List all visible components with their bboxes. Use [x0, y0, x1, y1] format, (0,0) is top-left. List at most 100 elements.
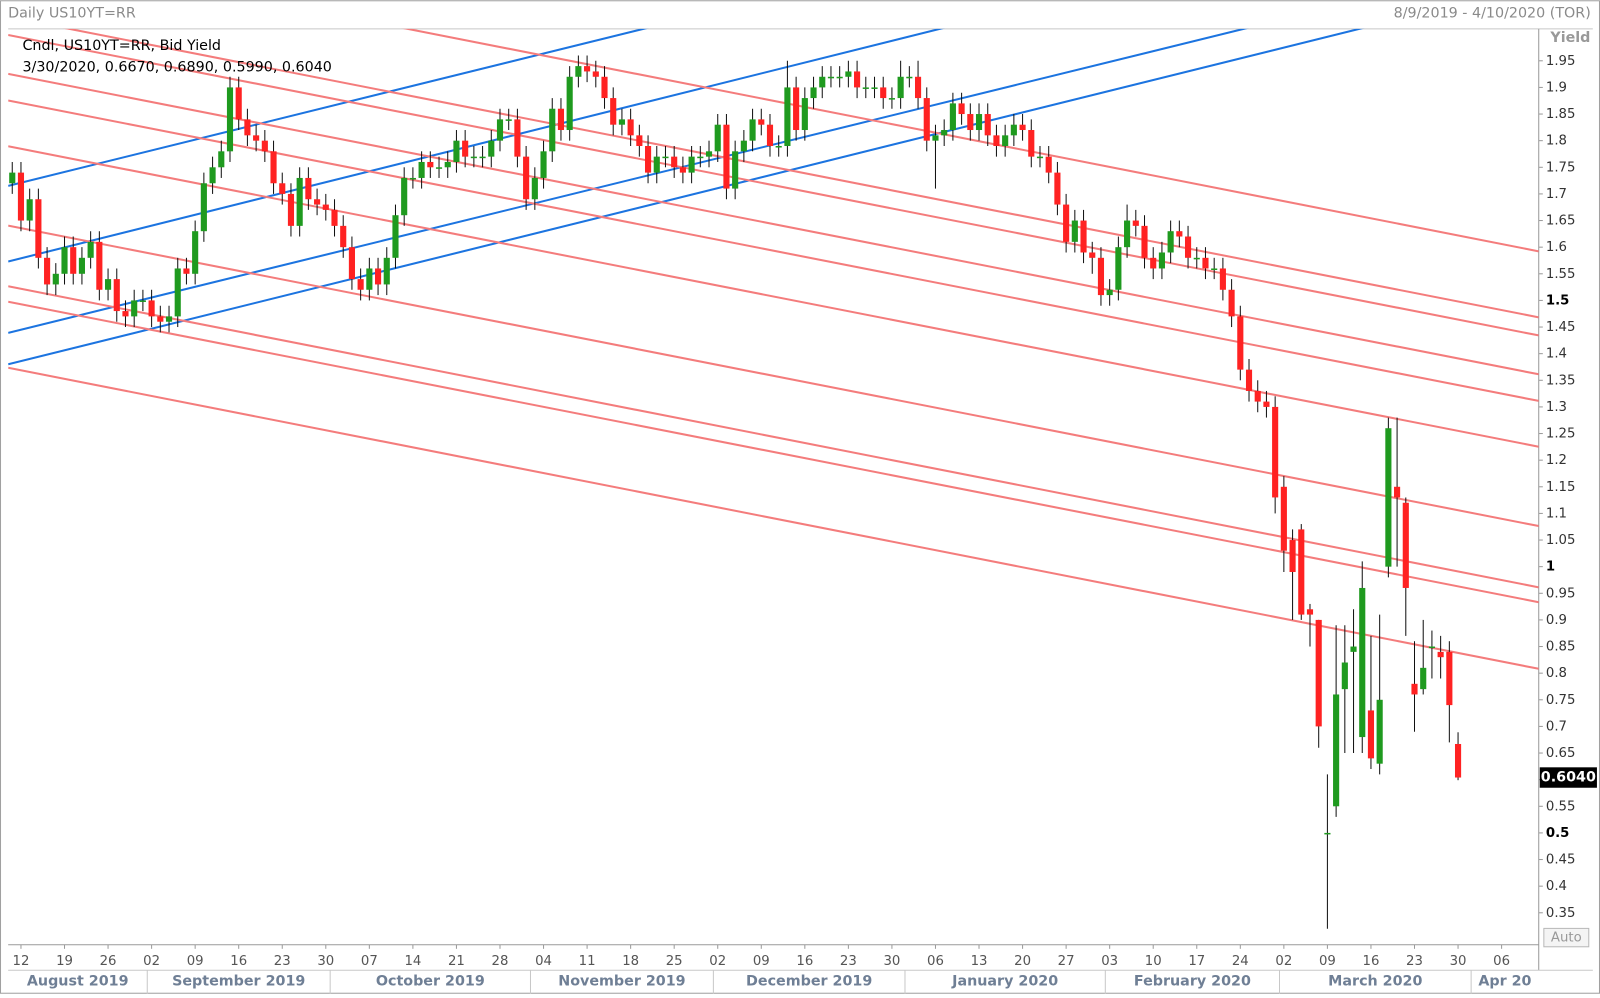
candle-body — [714, 124, 721, 152]
candle-body — [1454, 743, 1462, 778]
x-tick-label: 23 — [274, 954, 291, 969]
candle-body — [1289, 540, 1296, 572]
candle-body — [557, 108, 565, 131]
candle-body — [1002, 135, 1009, 146]
candle-body — [793, 87, 800, 131]
y-tick-label: 1.45 — [1546, 320, 1576, 335]
y-tick-label: 1.8 — [1546, 134, 1567, 149]
candle-body — [139, 300, 146, 302]
candle-body — [523, 156, 530, 200]
candle-body — [296, 177, 303, 226]
candle-body — [244, 119, 251, 136]
candle-body — [1184, 236, 1192, 258]
candle-body — [218, 151, 225, 168]
y-tick-label: 0.65 — [1546, 746, 1576, 761]
candle-body — [253, 135, 260, 141]
candle-body — [427, 161, 434, 168]
y-tick-label: 1.15 — [1546, 480, 1576, 495]
y-tick-label: 0.35 — [1546, 906, 1576, 921]
y-tick-label: 1.05 — [1546, 533, 1576, 548]
candle-body — [871, 87, 878, 89]
candle-body — [1333, 694, 1340, 807]
candle-body — [775, 145, 782, 148]
y-tick-label: 0.4 — [1546, 879, 1567, 894]
x-tick-label: 06 — [1493, 954, 1510, 969]
candle-body — [584, 66, 591, 72]
candle-body — [87, 241, 94, 258]
month-label: December 2019 — [746, 973, 872, 989]
candle-body — [1228, 289, 1235, 317]
candle-body — [235, 87, 242, 120]
candle-body — [1298, 529, 1305, 615]
auto-button-frame[interactable] — [1543, 927, 1590, 948]
candle-body — [1420, 667, 1427, 690]
candle-body — [366, 268, 373, 290]
candle-body — [1367, 710, 1375, 759]
candle-body — [984, 114, 991, 136]
candle-body — [287, 193, 295, 226]
candle-body — [949, 103, 956, 131]
trend-line — [8, 28, 1364, 366]
candle-body — [383, 257, 390, 285]
candle-body — [183, 268, 190, 274]
candle-body — [453, 140, 460, 162]
candle-body — [627, 119, 634, 136]
candle-body — [418, 161, 425, 178]
auto-button[interactable]: Auto — [1543, 927, 1590, 948]
candle-body — [836, 76, 843, 79]
candle-body — [1063, 204, 1070, 242]
trend-line — [8, 28, 648, 187]
candle-body — [758, 119, 765, 125]
candle-body — [923, 98, 930, 141]
y-tick-label: 0.95 — [1546, 586, 1576, 601]
candle-body — [845, 71, 852, 77]
candle-body — [723, 124, 730, 189]
candle-body — [1202, 257, 1209, 269]
candle-body — [601, 76, 608, 99]
y-tick-label: 0.9 — [1546, 613, 1567, 628]
candle-body — [1350, 646, 1357, 652]
x-tick-label: 16 — [230, 954, 247, 969]
y-tick-label: 1.2 — [1546, 453, 1567, 468]
month-label: November 2019 — [558, 973, 685, 989]
last-value-label: 0.6040 — [1541, 770, 1596, 786]
legend-line: Cndl, US10YT=RR, Bid Yield — [22, 38, 221, 54]
candle-body — [226, 87, 234, 152]
candle-body — [174, 268, 181, 317]
x-tick-label: 11 — [579, 954, 596, 969]
candle-body — [1089, 252, 1096, 258]
candle-body — [61, 247, 68, 274]
candle-body — [1132, 220, 1139, 226]
y-tick-label: 1.25 — [1546, 427, 1576, 442]
candle-body — [549, 108, 556, 152]
candle-body — [496, 119, 504, 141]
x-tick-label: 25 — [666, 954, 683, 969]
candle-body — [740, 140, 747, 152]
candle-body — [113, 279, 120, 312]
candle-body — [488, 140, 495, 157]
candle-body — [192, 231, 199, 274]
y-tick-label: 1.9 — [1546, 80, 1567, 95]
candle-body — [279, 183, 286, 194]
candle-body — [618, 119, 625, 125]
x-tick-label: 10 — [1145, 954, 1162, 969]
y-tick-label: 1.95 — [1546, 54, 1576, 69]
candle-body — [340, 225, 347, 248]
candle-body — [1263, 401, 1270, 407]
y-tick-label: 1.35 — [1546, 373, 1576, 388]
candle-body — [1428, 646, 1435, 649]
y-tick-label: 1.6 — [1546, 240, 1567, 255]
candle-body — [1045, 156, 1052, 173]
candle-body — [941, 130, 948, 136]
candle-body — [9, 172, 16, 184]
candle-body — [1071, 220, 1078, 242]
candle-body — [784, 87, 791, 146]
auto-button-label[interactable]: Auto — [1551, 931, 1582, 946]
candle-body — [1394, 486, 1401, 498]
trend-line — [8, 28, 945, 263]
x-tick-label: 19 — [56, 954, 73, 969]
y-tick-label: 0.45 — [1546, 853, 1576, 868]
candle-body — [331, 209, 338, 226]
candle-body — [1324, 832, 1331, 835]
candle-body — [679, 167, 686, 173]
